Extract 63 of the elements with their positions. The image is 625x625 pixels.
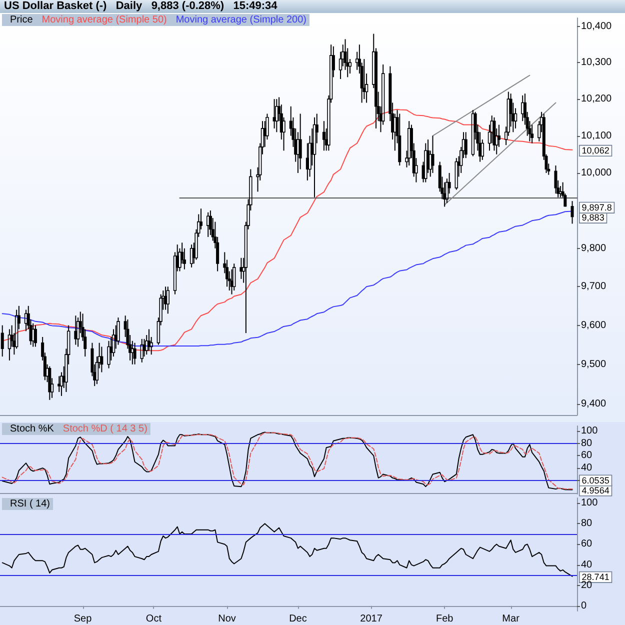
candlestick <box>523 93 526 126</box>
text: Price <box>10 14 34 26</box>
candlestick <box>506 91 510 136</box>
candlestick <box>84 328 87 358</box>
x-tick-label: Dec <box>289 614 307 624</box>
y-tick-label: 9,800 <box>581 242 606 254</box>
text: RSI ( 14) <box>10 498 50 510</box>
annotation: 9,897.8 <box>582 202 612 213</box>
y-tick-label: 10,300 <box>581 57 612 68</box>
y-tick-label: 40 <box>581 559 593 570</box>
text: Stoch %K <box>10 424 54 434</box>
y-tick-label: 0 <box>581 600 587 612</box>
candlestick <box>398 113 402 166</box>
x-tick-label: Feb <box>436 614 454 624</box>
y-tick-label: 9,400 <box>581 398 606 410</box>
annotation: 28.741 <box>582 572 610 582</box>
x-tick-label: Sep <box>74 614 92 624</box>
line-series <box>2 523 573 577</box>
x-tick-label: Nov <box>218 614 236 624</box>
candlestick <box>180 242 184 264</box>
candlestick <box>521 94 524 122</box>
y-tick-label: 9,700 <box>581 281 606 292</box>
candlestick <box>216 236 220 272</box>
x-tick-label: Oct <box>146 614 162 624</box>
y-tick-label: 10,400 <box>581 21 612 32</box>
candlestick <box>298 113 302 170</box>
y-tick-label: 9,600 <box>581 320 606 331</box>
candlestick <box>570 200 574 224</box>
candlestick <box>530 124 534 144</box>
y-tick-label: 80 <box>581 438 593 449</box>
y-tick-label: 9,500 <box>581 358 606 370</box>
candlestick <box>424 142 428 183</box>
x-tick-label: Mar <box>502 614 520 624</box>
annotation: 6.0535 <box>582 476 610 486</box>
y-tick-label: 60 <box>581 538 593 550</box>
candlestick <box>289 106 292 136</box>
candlestick <box>200 208 203 230</box>
candlestick <box>58 376 61 392</box>
chart-title: US Dollar Basket (-) Daily 9,883 (-0.28%) 15:49:34 <box>0 0 625 13</box>
y-tick-label: 20 <box>581 580 593 591</box>
y-tick-label: 100 <box>581 425 598 436</box>
x-tick-label: 2017 <box>360 614 383 624</box>
y-tick-label: 100 <box>581 498 598 509</box>
candlestick <box>528 120 532 142</box>
annotation: 4.9564 <box>582 486 610 496</box>
y-tick-label: 40 <box>581 462 593 474</box>
series-label: Stoch %D ( 14 3 5) <box>62 424 148 434</box>
candlestick <box>0 324 4 358</box>
y-tick-label: 10,200 <box>581 94 612 105</box>
y-tick-label: 10,000 <box>581 167 612 178</box>
annotation: 9,883 <box>582 212 604 223</box>
y-tick-label: 60 <box>581 450 593 462</box>
candlestick <box>431 135 434 174</box>
y-tick-label: 80 <box>581 518 593 530</box>
y-tick-label: 10,100 <box>581 130 612 142</box>
candlestick <box>133 342 136 365</box>
text: Moving average (Simple 200) <box>176 14 306 26</box>
candlestick <box>166 286 170 314</box>
candlestick <box>554 165 558 194</box>
text: Moving average (Simple 50) <box>42 14 167 26</box>
annotation: 10,062 <box>582 146 610 156</box>
candlestick <box>8 328 12 361</box>
candlestick <box>464 132 468 159</box>
